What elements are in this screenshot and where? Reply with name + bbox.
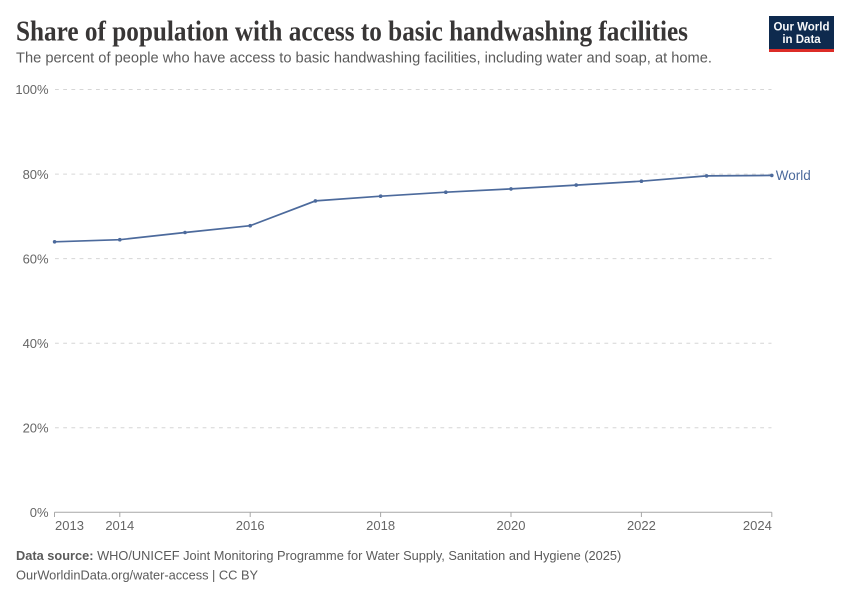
svg-text:Our World: Our World	[773, 22, 829, 34]
svg-text:80%: 80%	[23, 167, 49, 182]
svg-text:40%: 40%	[23, 336, 49, 351]
svg-text:The percent of people who have: The percent of people who have access to…	[16, 51, 712, 67]
svg-text:0%: 0%	[30, 505, 49, 520]
svg-text:2022: 2022	[627, 518, 656, 533]
svg-text:60%: 60%	[23, 251, 49, 266]
svg-text:20%: 20%	[23, 420, 49, 435]
svg-text:2024: 2024	[743, 518, 772, 533]
svg-text:Data source: WHO/UNICEF Joint: Data source: WHO/UNICEF Joint Monitoring…	[16, 548, 621, 563]
svg-text:2018: 2018	[366, 518, 395, 533]
svg-text:Share of population with acces: Share of population with access to basic…	[16, 16, 688, 48]
svg-text:2020: 2020	[497, 518, 526, 533]
svg-text:in Data: in Data	[782, 34, 821, 46]
svg-text:World: World	[776, 168, 811, 183]
svg-text:2014: 2014	[105, 518, 134, 533]
svg-text:2013: 2013	[55, 518, 84, 533]
svg-text:2016: 2016	[236, 518, 265, 533]
svg-text:100%: 100%	[15, 82, 49, 97]
svg-text:OurWorldinData.org/water-acces: OurWorldinData.org/water-access | CC BY	[16, 567, 259, 582]
